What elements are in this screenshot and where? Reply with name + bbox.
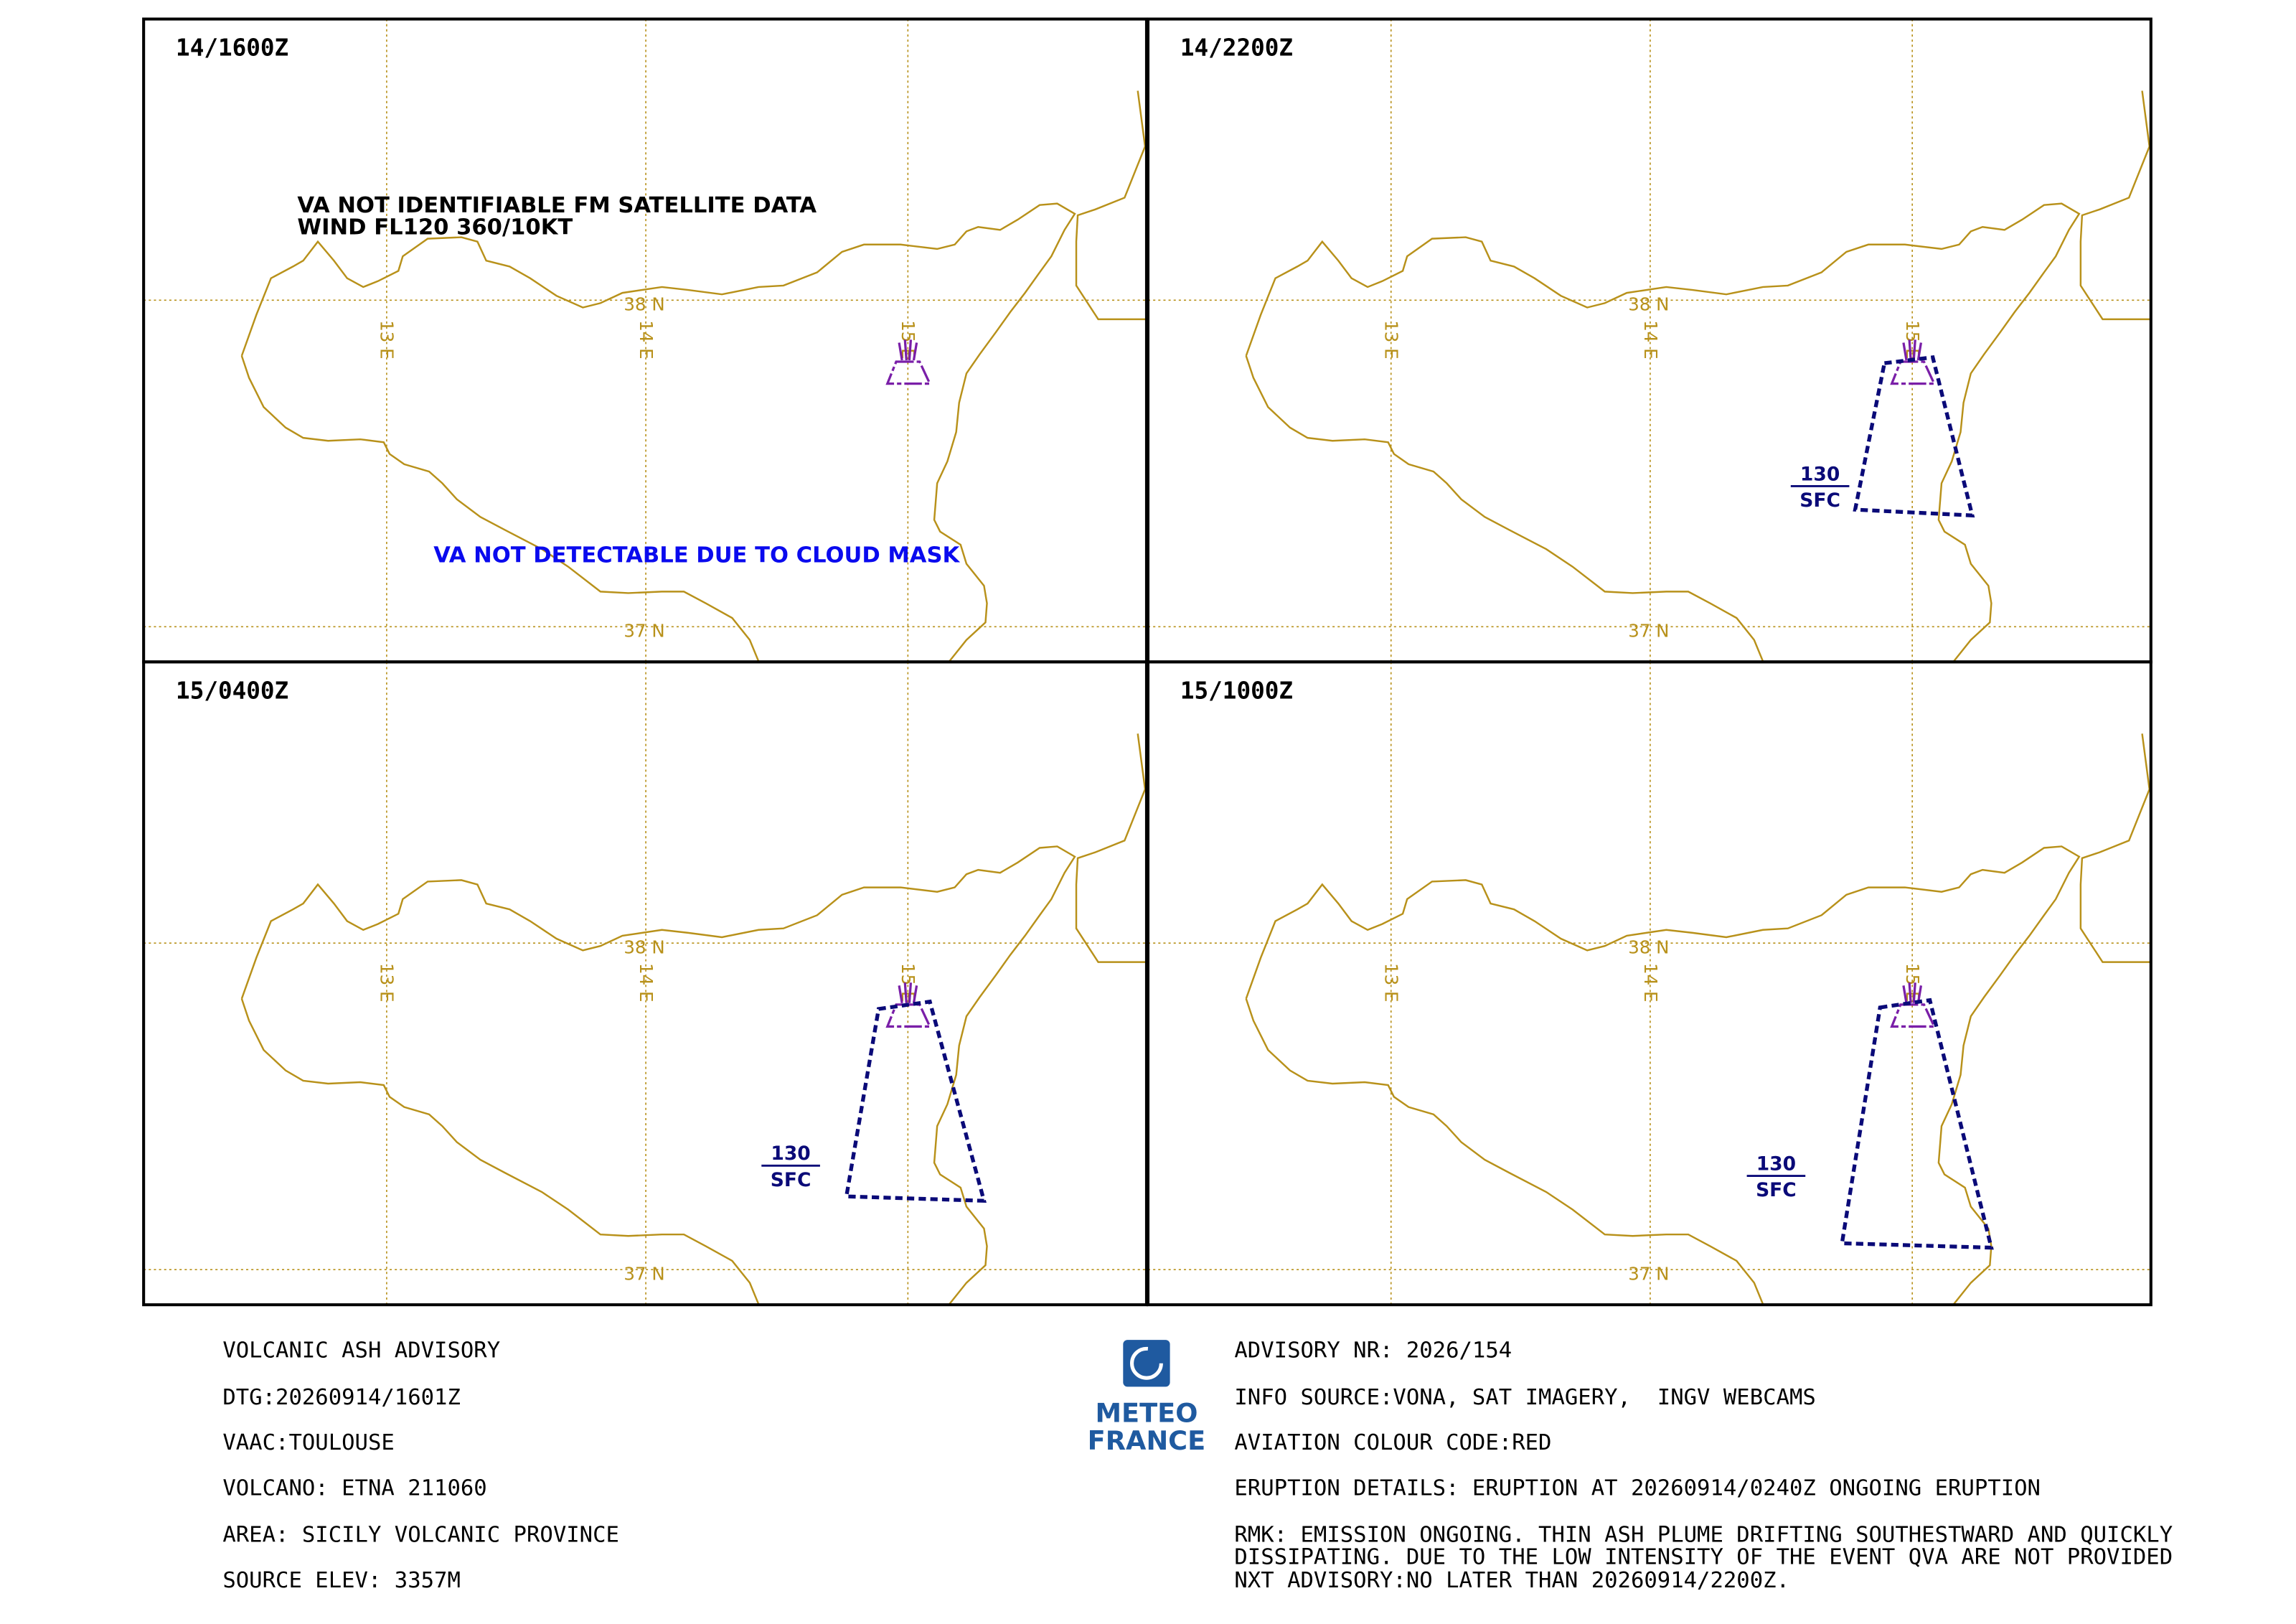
plume-bottom-level: SFC: [771, 1169, 811, 1191]
volcano-ray: [1902, 342, 1908, 361]
volcano-ray: [1908, 982, 1912, 1003]
latitude-label: 38 N: [624, 294, 664, 315]
volcano-cone: [1890, 1003, 1937, 1028]
volcano-ray: [1908, 339, 1912, 361]
volcano-ray: [912, 342, 918, 361]
coastline: [240, 845, 1076, 1305]
plume-top-level: 130: [1756, 1153, 1796, 1175]
advisory-field: SOURCE ELEV: 3357M: [222, 1568, 461, 1593]
latitude-label: 37 N: [624, 1263, 664, 1284]
longitude-label: 13 E: [1381, 963, 1402, 1002]
volcano-ray: [898, 342, 903, 361]
advisory-field: AVIATION COLOUR CODE:RED: [1234, 1430, 1551, 1455]
volcano-ray: [1916, 342, 1923, 361]
volcano-symbol: [885, 339, 932, 385]
volcano-ray: [903, 982, 908, 1003]
coastline: [240, 355, 760, 662]
panel-time: 15/0400Z: [176, 677, 288, 704]
cloud-note: VA NOT DETECTABLE DUE TO CLOUD MASK: [433, 543, 960, 568]
plume-bottom-level: SFC: [1799, 489, 1840, 512]
advisory-field: NXT ADVISORY:NO LATER THAN 20260914/2200…: [1234, 1568, 1789, 1593]
logo-swirl: [1130, 1346, 1163, 1380]
longitude-label: 13 E: [377, 963, 397, 1002]
volcano-ray: [908, 339, 913, 361]
logo-text: METEO: [1095, 1397, 1198, 1428]
volcano-ray: [1912, 339, 1916, 361]
panel-note: WIND FL120 360/10KT: [297, 215, 573, 240]
latitude-label: 38 N: [624, 937, 664, 957]
advisory-field: ERUPTION DETAILS: ERUPTION AT 20260914/0…: [1234, 1475, 2041, 1501]
ash-plume: [844, 999, 987, 1203]
coastline: [240, 202, 1076, 662]
logo-text: FRANCE: [1088, 1425, 1206, 1456]
longitude-label: 14 E: [636, 320, 657, 359]
volcano-ray: [908, 982, 913, 1003]
plume-top-level: 130: [1800, 463, 1840, 485]
longitude-label: 13 E: [377, 320, 397, 359]
panel-time: 14/1600Z: [176, 34, 288, 62]
advisory-field: VOLCANIC ASH ADVISORY: [222, 1338, 500, 1363]
advisory-field: VAAC:TOULOUSE: [222, 1430, 394, 1455]
coastline: [1245, 845, 2081, 1305]
ash-plume: [1853, 355, 1975, 518]
coastline: [1245, 355, 1764, 662]
panel-time: 14/2200Z: [1180, 34, 1293, 62]
coastline: [2079, 90, 2151, 321]
ash-plume: [1840, 998, 1994, 1250]
latitude-label: 37 N: [624, 621, 664, 642]
longitude-label: 14 E: [636, 963, 657, 1002]
logo-mark: [1123, 1340, 1170, 1387]
volcano-cone: [1890, 360, 1937, 385]
advisory-field: VOLCANO: ETNA 211060: [222, 1475, 486, 1501]
volcano-ray: [1902, 985, 1908, 1004]
coastline: [1075, 733, 1147, 963]
longitude-label: 14 E: [1640, 963, 1661, 1002]
volcano-cone: [885, 1003, 932, 1028]
volcano-ray: [912, 985, 918, 1004]
volcano-symbol: [885, 982, 932, 1028]
advisory-field: AREA: SICILY VOLCANIC PROVINCE: [222, 1523, 619, 1548]
coastline: [1245, 202, 2081, 662]
advisory-field: ADVISORY NR: 2026/154: [1234, 1338, 1512, 1363]
longitude-label: 13 E: [1381, 320, 1402, 359]
coastline: [240, 998, 760, 1305]
map-content: 38 N37 N13 E 14 E 15 EVA NOT IDENTIFIABLE …: [144, 19, 1147, 662]
advisory-field: DISSIPATING. DUE TO THE LOW INTENSITY OF…: [1234, 1544, 2173, 1569]
plume-top-level: 130: [771, 1142, 810, 1165]
advisory-field: RMK: EMISSION ONGOING. THIN ASH PLUME DR…: [1234, 1523, 2173, 1548]
volcano-symbol: [1890, 339, 1937, 385]
volcano-cone: [885, 360, 932, 385]
latitude-label: 38 N: [1628, 294, 1669, 315]
coastline: [1075, 90, 1147, 321]
latitude-label: 37 N: [1628, 621, 1669, 642]
panel-time: 15/1000Z: [1180, 677, 1293, 704]
panel-note: VA NOT IDENTIFIABLE FM SATELLITE DATA: [297, 193, 817, 218]
latitude-label: 38 N: [1628, 937, 1669, 957]
volcano-ray: [1912, 982, 1916, 1003]
coastline: [1245, 998, 1764, 1305]
advisory-field: DTG:20260914/1601Z: [222, 1385, 461, 1410]
volcano-ray: [903, 339, 908, 361]
volcano-symbol: [1890, 982, 1937, 1028]
longitude-label: 14 E: [1640, 320, 1661, 359]
latitude-label: 37 N: [1628, 1263, 1669, 1284]
plume-bottom-level: SFC: [1756, 1179, 1797, 1201]
coastline: [2079, 733, 2151, 963]
panel-frame: [1146, 660, 2152, 1307]
volcano-ray: [898, 985, 903, 1004]
advisory-field: INFO SOURCE:VONA, SAT IMAGERY, INGV WEBC…: [1234, 1385, 1815, 1410]
